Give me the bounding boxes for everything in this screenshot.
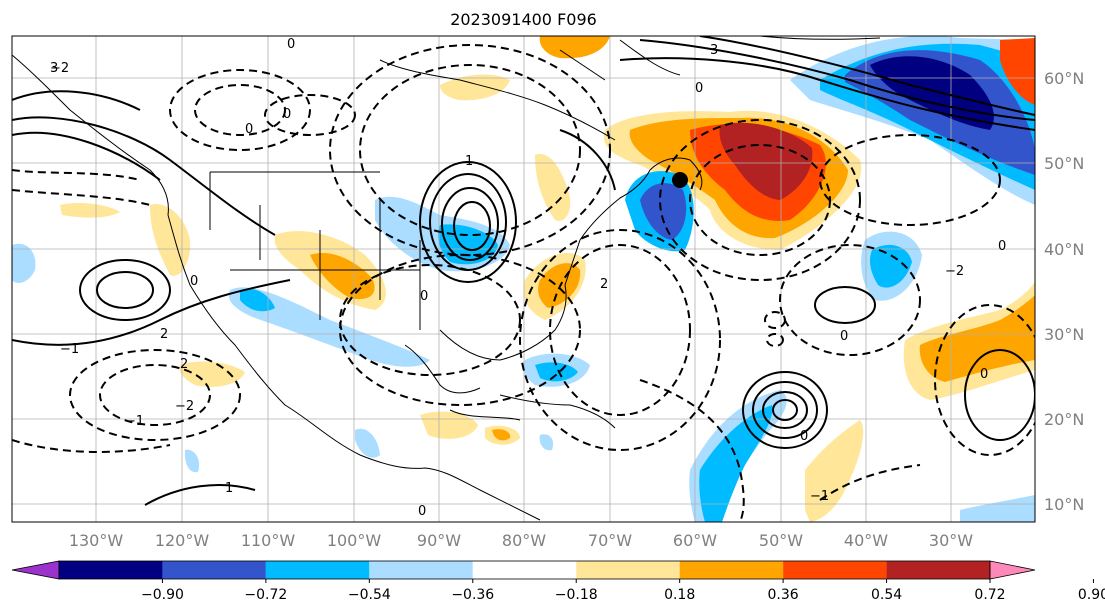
colorbar-extend-min [11, 560, 60, 580]
lon-label: 80°W [502, 531, 546, 550]
plot-frame [11, 35, 1036, 523]
dashed-contours [12, 44, 1035, 522]
colorbar-label: 0.36 [768, 587, 799, 603]
colorbar-bin [679, 561, 784, 579]
contour-label: 0 [980, 367, 988, 382]
lat-label: 20°N [1044, 410, 1084, 429]
contour-label: 0 [190, 274, 198, 289]
contour-label: 0 [998, 239, 1006, 254]
contour-label: 0 [245, 122, 253, 137]
contour-label: −1 [60, 342, 79, 357]
colorbar-label: −0.18 [555, 587, 598, 603]
storm-marker-icon [672, 172, 688, 188]
lat-label: 40°N [1044, 240, 1084, 259]
colorbar-bin [472, 561, 577, 579]
contour-label: 0 [418, 504, 426, 519]
map-title: 2023091400 F096 [450, 10, 597, 29]
contour-label: −1 [125, 414, 144, 429]
colorbar-bin [576, 561, 680, 579]
lon-label: 130°W [69, 531, 124, 550]
colorbar-bin [886, 561, 990, 579]
coastlines [12, 36, 881, 521]
colorbar-bin [369, 561, 473, 579]
contour-label: 0 [695, 81, 703, 96]
lon-label: 110°W [241, 531, 296, 550]
lon-label: 50°W [759, 531, 803, 550]
colorbar-label: 0.72 [974, 587, 1005, 603]
contour-label: 3 [710, 43, 718, 58]
colorbar-label: 0.54 [871, 587, 902, 603]
contour-label: 3 [50, 61, 58, 76]
colorbar-label: 0.90 [1078, 587, 1105, 603]
colorbar-label: −0.72 [244, 587, 287, 603]
solid-contours [12, 36, 1035, 506]
contour-label: 0 [840, 329, 848, 344]
colorbar-label: −0.54 [348, 587, 391, 603]
colorbar-bin [783, 561, 887, 579]
lat-label: 30°N [1044, 325, 1084, 344]
lon-label: 40°W [844, 531, 888, 550]
colorbar-extend-max [989, 560, 1036, 580]
colorbar-label: −0.36 [451, 587, 494, 603]
colorbar-bin [265, 561, 370, 579]
contour-label: 0 [800, 429, 808, 444]
contour-label: −2 [175, 399, 194, 414]
contour-label: −1 [810, 489, 829, 504]
contour-label: 0 [420, 289, 428, 304]
gridlines [12, 36, 1035, 522]
lat-label: 10°N [1044, 495, 1084, 514]
map-content: −2 3 0 0 3 0 1 0 0 2 0 0 0 2 2 −2 −1 1 0… [12, 36, 1035, 522]
contour-label: 0 [287, 37, 295, 52]
lon-label: 60°W [673, 531, 717, 550]
lon-label: 70°W [588, 531, 632, 550]
lon-label: 100°W [327, 531, 382, 550]
colorbar-label: 0.18 [664, 587, 695, 603]
colorbar: −0.90 −0.72 −0.54 −0.36 −0.18 0.18 0.36 0.54 0.7… [11, 560, 1105, 603]
contour-label: −2 [945, 264, 964, 279]
contour-label: 1 [225, 481, 233, 496]
latitude-axis: 60°N 50°N 40°N 30°N 20°N 10°N [1044, 69, 1084, 514]
lon-label: 90°W [417, 531, 461, 550]
lat-label: 60°N [1044, 69, 1084, 88]
lon-label: 30°W [929, 531, 973, 550]
colorbar-frame [58, 560, 991, 580]
contour-label: 0 [283, 107, 291, 122]
contour-label: 1 [465, 154, 473, 169]
contour-labels: −2 3 0 0 3 0 1 0 0 2 0 0 0 2 2 −2 −1 1 0… [50, 37, 1006, 519]
contour-label: 2 [180, 357, 188, 372]
colorbar-bin [162, 561, 266, 579]
contour-label: 2 [160, 327, 168, 342]
colorbar-bin [59, 561, 163, 579]
lat-label: 50°N [1044, 154, 1084, 173]
longitude-axis: 130°W 120°W 110°W 100°W 90°W 80°W 70°W 6… [69, 531, 973, 550]
lon-label: 120°W [155, 531, 210, 550]
contour-label: 2 [600, 277, 608, 292]
contour-label: −2 [50, 61, 69, 76]
colorbar-label: −0.90 [141, 587, 184, 603]
